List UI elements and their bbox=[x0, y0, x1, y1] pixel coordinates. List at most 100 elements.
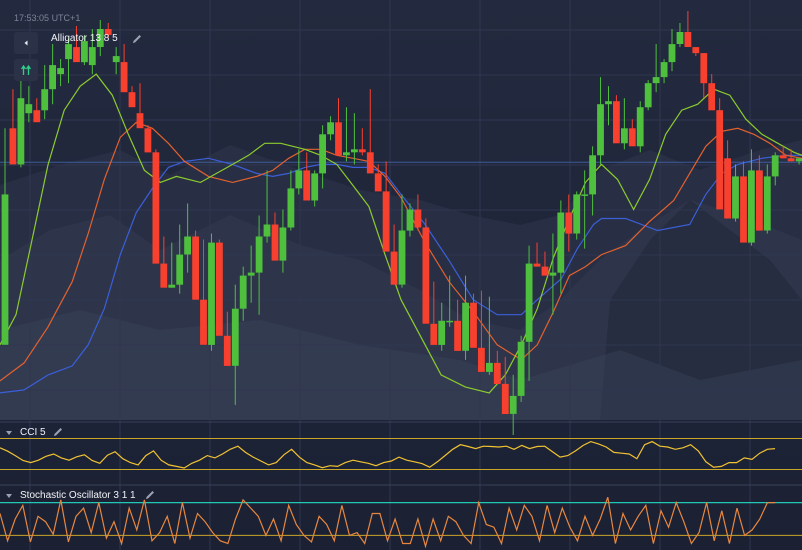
candle bbox=[613, 95, 620, 144]
stochastic-edit-pencil-icon[interactable] bbox=[144, 489, 156, 501]
candle bbox=[454, 299, 461, 351]
candle-body bbox=[96, 29, 104, 47]
candle bbox=[239, 266, 247, 321]
candle bbox=[684, 10, 692, 48]
candle bbox=[732, 164, 739, 222]
candle-body bbox=[430, 323, 438, 345]
candle bbox=[223, 311, 231, 366]
candle bbox=[406, 203, 414, 237]
candle bbox=[652, 44, 660, 93]
candle bbox=[168, 242, 176, 288]
candle bbox=[88, 29, 96, 75]
candle bbox=[462, 275, 469, 360]
candle bbox=[263, 170, 271, 243]
candle-body bbox=[621, 128, 628, 144]
pencil-icon[interactable] bbox=[131, 33, 143, 45]
candle-body bbox=[25, 104, 33, 114]
candle-body bbox=[438, 320, 446, 345]
candle bbox=[287, 170, 295, 231]
candle-body bbox=[335, 122, 342, 156]
signals-button[interactable] bbox=[14, 59, 38, 81]
candle bbox=[335, 98, 342, 156]
cci-label: CCI 5 bbox=[20, 427, 46, 438]
candle-body bbox=[756, 170, 763, 231]
candle-body bbox=[724, 158, 731, 219]
candle-body bbox=[732, 176, 739, 219]
candle bbox=[9, 89, 17, 165]
candle-body bbox=[589, 155, 596, 195]
candle-body bbox=[247, 272, 255, 276]
candle-body bbox=[636, 107, 644, 147]
candle bbox=[33, 98, 41, 123]
candle bbox=[628, 119, 636, 147]
candle-body bbox=[557, 212, 565, 273]
stochastic-label: Stochastic Oscillator 3 1 1 bbox=[20, 490, 136, 501]
stochastic-collapse-icon[interactable] bbox=[6, 494, 12, 498]
candle bbox=[112, 47, 120, 75]
candle bbox=[795, 158, 802, 165]
candle-body bbox=[779, 155, 787, 159]
candle-body bbox=[104, 29, 112, 35]
candle-body bbox=[382, 191, 390, 252]
candle bbox=[366, 89, 374, 174]
candle-body bbox=[49, 65, 56, 90]
cci-edit-pencil-icon[interactable] bbox=[52, 426, 64, 438]
candle bbox=[533, 242, 541, 267]
candle bbox=[104, 23, 112, 39]
candle-body bbox=[366, 152, 374, 174]
candle-body bbox=[33, 110, 41, 123]
candle-body bbox=[565, 212, 573, 234]
candle-body bbox=[573, 194, 581, 234]
stochastic-line bbox=[0, 497, 775, 549]
candle-body bbox=[358, 149, 366, 153]
candle bbox=[748, 149, 755, 246]
candle bbox=[382, 161, 390, 252]
candle-body bbox=[41, 89, 49, 111]
candle bbox=[668, 29, 676, 72]
candle bbox=[644, 80, 652, 111]
candle bbox=[740, 161, 747, 243]
candle bbox=[557, 200, 565, 294]
candle bbox=[327, 116, 334, 141]
candle bbox=[486, 296, 493, 375]
candle bbox=[478, 290, 485, 372]
candle bbox=[636, 101, 644, 153]
collapse-indicators-button[interactable] bbox=[14, 32, 38, 54]
candle-body bbox=[176, 254, 184, 285]
candle-body bbox=[398, 230, 406, 285]
candle-body bbox=[684, 32, 692, 47]
candle bbox=[231, 284, 239, 405]
candle bbox=[41, 65, 49, 120]
cci-line bbox=[0, 440, 776, 469]
candle bbox=[724, 140, 731, 219]
candle-body bbox=[57, 68, 64, 75]
candle bbox=[660, 59, 668, 84]
candle bbox=[422, 218, 430, 324]
candle-body bbox=[525, 263, 533, 342]
candle-body bbox=[208, 242, 215, 345]
candle bbox=[597, 77, 604, 165]
candle-body bbox=[184, 236, 191, 255]
candle bbox=[311, 170, 319, 207]
candle bbox=[49, 44, 56, 105]
candle bbox=[771, 152, 779, 186]
candle-body bbox=[470, 302, 477, 348]
candle-body bbox=[501, 383, 509, 414]
candle bbox=[716, 98, 724, 210]
candle-body bbox=[65, 44, 72, 60]
candle bbox=[446, 275, 454, 327]
candle-body bbox=[192, 236, 199, 300]
candle bbox=[358, 128, 366, 156]
cci-collapse-icon[interactable] bbox=[6, 431, 12, 435]
candle-body bbox=[88, 47, 96, 66]
candle-body bbox=[319, 134, 326, 174]
candle bbox=[430, 281, 438, 345]
candle-body bbox=[581, 194, 589, 196]
candle-body bbox=[668, 44, 676, 63]
candle-body bbox=[1, 194, 9, 345]
candle-body bbox=[422, 227, 430, 324]
candle bbox=[549, 233, 557, 315]
candle bbox=[279, 209, 287, 273]
